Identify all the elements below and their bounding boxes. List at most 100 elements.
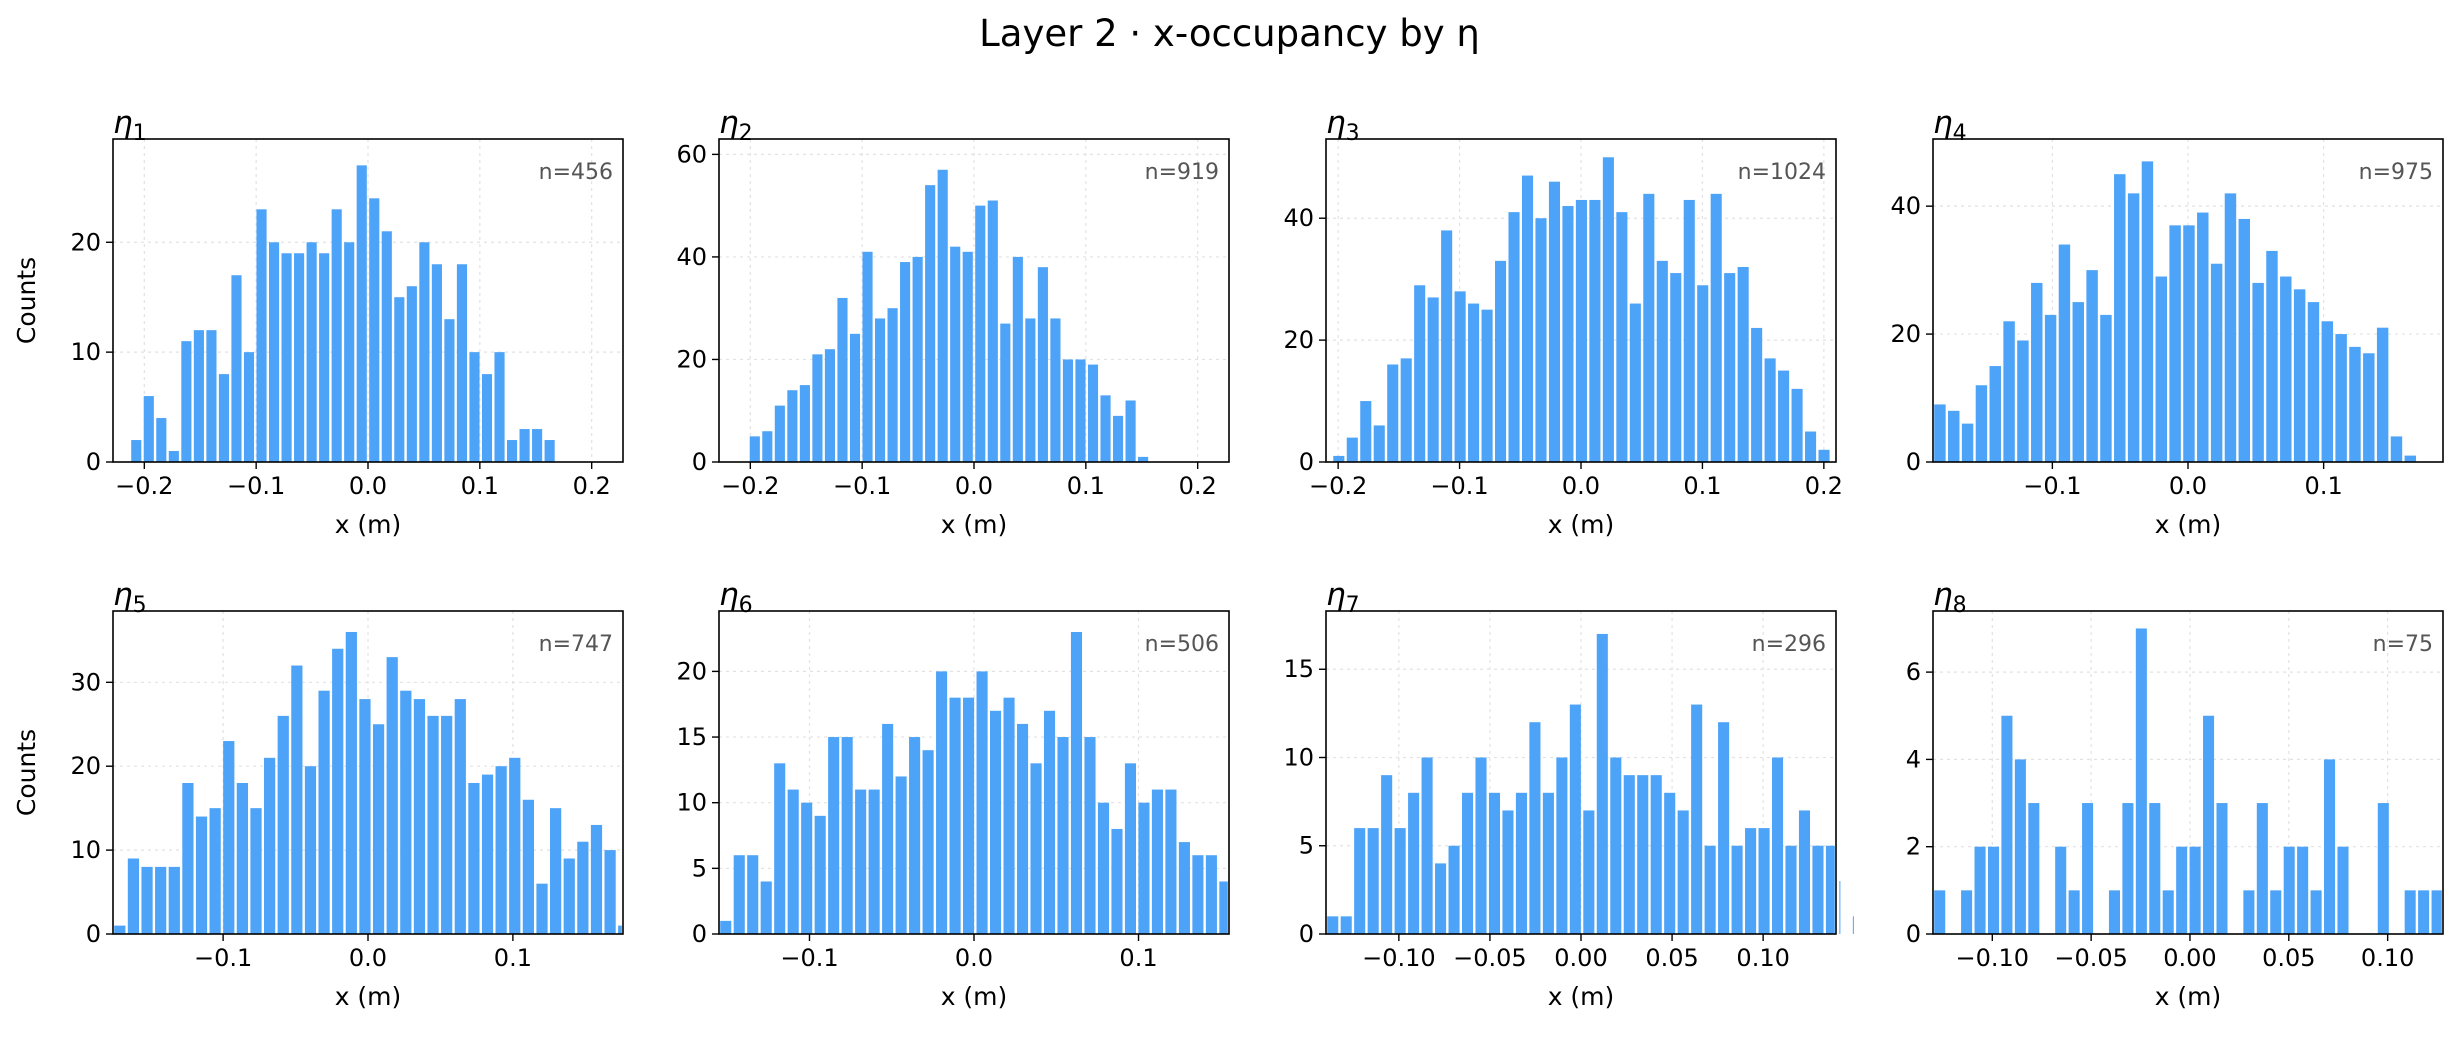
histogram-bar <box>2068 890 2080 934</box>
histogram-bar <box>413 699 426 934</box>
histogram-bar <box>291 665 303 934</box>
x-tick-label: −0.1 <box>833 472 891 500</box>
x-tick-label: 0.0 <box>1562 472 1600 500</box>
x-tick-label: 0.0 <box>2169 472 2207 500</box>
x-tick-label: −0.05 <box>2054 944 2128 972</box>
y-tick-label: 40 <box>1283 204 1314 232</box>
histogram-bar <box>1975 385 1988 462</box>
histogram-bar <box>1414 285 1426 462</box>
histogram-bar <box>1778 370 1790 462</box>
histogram-bar <box>1629 303 1641 462</box>
histogram-bar <box>406 286 417 462</box>
histogram-bar <box>1745 828 1757 934</box>
histogram-bar <box>799 385 810 462</box>
histogram-bar <box>1016 723 1029 934</box>
y-tick-label: 10 <box>676 789 707 817</box>
histogram-bar <box>2155 276 2167 462</box>
x-tick-label: 0.1 <box>1067 472 1105 500</box>
histogram-bar <box>1421 757 1433 934</box>
histogram-bar <box>1948 410 1960 462</box>
histogram-bar <box>1637 775 1649 934</box>
panel-title-subscript: 2 <box>739 121 753 146</box>
y-axis-label: Counts <box>12 729 41 816</box>
histogram-bar <box>2108 890 2120 934</box>
panel-title-subscript: 3 <box>1346 121 1360 146</box>
y-tick-label: 0 <box>86 448 101 476</box>
y-tick-label: 4 <box>1906 745 1921 773</box>
histogram-bar <box>318 690 330 934</box>
histogram-bar <box>812 354 823 462</box>
x-tick-label: 0.00 <box>2163 944 2216 972</box>
histogram-bar <box>1758 828 1770 934</box>
histogram-bar <box>925 185 936 462</box>
y-tick-label: 5 <box>1299 832 1314 860</box>
histogram-bar <box>1012 256 1023 462</box>
histogram-bar <box>1097 802 1110 934</box>
figure-title: Layer 2 · x-occupancy by η <box>979 12 1480 55</box>
histogram-bar <box>1495 260 1507 462</box>
panel-title-subscript: 4 <box>1953 121 1967 146</box>
histogram-bar <box>2031 282 2043 462</box>
histogram-bar <box>874 318 886 462</box>
histogram-bar <box>331 209 342 462</box>
histogram-bar <box>2307 302 2320 462</box>
panel-title: η8 <box>1933 577 1967 618</box>
histogram-bar <box>1125 400 1136 462</box>
histogram-bar <box>550 808 562 934</box>
histogram-bar <box>127 858 140 934</box>
histogram-panel: −0.1 0.0 0.1 0 20 40 x (m) η4 n=975 <box>1890 105 2444 539</box>
histogram-bar <box>1488 792 1501 934</box>
histogram-bar <box>156 418 167 462</box>
y-tick-label: 0 <box>86 920 101 948</box>
histogram-bar <box>2216 803 2228 934</box>
histogram-bar <box>344 242 355 462</box>
histogram-bar <box>2122 803 2134 934</box>
histogram-bar <box>1805 431 1817 462</box>
histogram-bar <box>1394 828 1406 934</box>
histogram-bar <box>1340 916 1352 934</box>
histogram-bar <box>2293 289 2306 462</box>
histogram-bar <box>2100 314 2112 462</box>
histogram-bar <box>1575 199 1587 462</box>
histogram-bar <box>1087 364 1099 462</box>
histogram-bar <box>1825 845 1835 934</box>
histogram-bar <box>1710 193 1722 462</box>
histogram-bar <box>2238 218 2251 462</box>
histogram-bar <box>1435 863 1447 934</box>
y-tick-label: 2 <box>1906 833 1921 861</box>
histogram-bar <box>264 757 276 934</box>
x-axis-label: x (m) <box>941 982 1008 1011</box>
histogram-bar <box>1589 199 1601 462</box>
histogram-bar <box>2176 846 2188 934</box>
y-tick-label: 10 <box>70 836 101 864</box>
histogram-bar <box>1408 792 1420 934</box>
histogram-bar <box>963 697 975 934</box>
sample-count-annotation: n=506 <box>1145 632 1219 657</box>
x-tick-label: −0.1 <box>227 472 285 500</box>
x-tick-label: 0.1 <box>494 944 532 972</box>
histogram-bar <box>2418 890 2430 934</box>
histogram-bar <box>182 782 194 934</box>
panel-title-subscript: 8 <box>1953 593 1967 618</box>
histogram-bar <box>1691 704 1703 934</box>
histogram-bar <box>506 440 518 462</box>
histogram-bar <box>1731 845 1743 934</box>
histogram-bar <box>306 242 317 462</box>
panel-title-symbol: η <box>1326 577 1346 613</box>
histogram-bar <box>532 429 543 462</box>
histogram-bar <box>814 815 826 934</box>
histogram-bar <box>1037 267 1048 462</box>
histogram-bar <box>1569 704 1581 934</box>
histogram-bar <box>1596 633 1608 934</box>
histogram-bar <box>1656 260 1668 462</box>
histogram-bar <box>2072 302 2084 462</box>
histogram-bar <box>922 750 934 934</box>
histogram-bar <box>236 782 248 934</box>
histogram-bar <box>231 275 242 462</box>
y-tick-label: 15 <box>1283 655 1314 683</box>
sample-count-annotation: n=296 <box>1752 632 1826 657</box>
x-tick-label: −0.05 <box>1453 944 1527 972</box>
histogram-bar <box>1151 789 1163 934</box>
histogram-bar <box>1508 212 1520 462</box>
x-tick-label: −0.1 <box>194 944 252 972</box>
